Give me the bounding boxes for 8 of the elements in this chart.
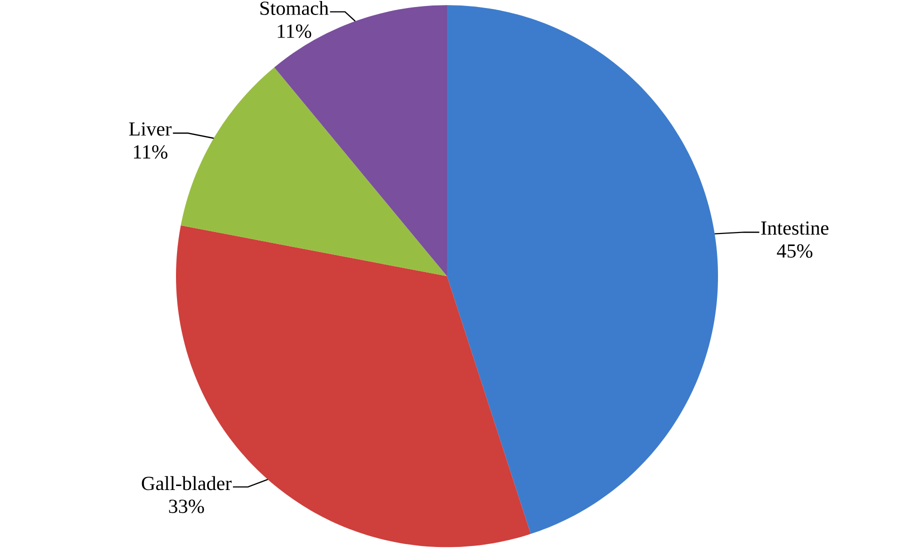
data-label: 11% [134, 145, 168, 159]
data-label: 45% [776, 244, 812, 258]
slice-label: Stomach [260, 0, 329, 15]
slice-label: Intestine [761, 221, 828, 235]
data-label: 11% [278, 24, 312, 38]
data-label: 33% [169, 500, 204, 514]
slice-label: Gall-blader [142, 476, 232, 490]
slice-label: Liver [129, 122, 172, 136]
